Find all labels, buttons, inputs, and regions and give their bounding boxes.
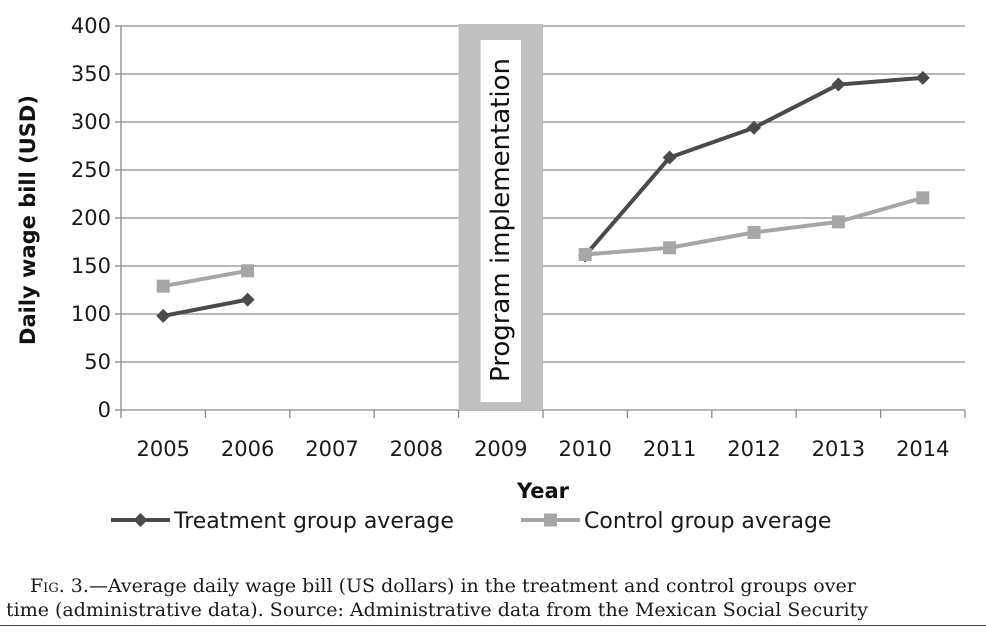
- legend-treatment-marker: [133, 513, 148, 527]
- y-tick-label: 0: [98, 398, 111, 422]
- treatment-point: [915, 70, 930, 85]
- x-tick-label: 2007: [305, 437, 358, 461]
- program-implementation-annotation: Program implementation: [458, 24, 543, 410]
- control-point: [663, 241, 677, 255]
- y-tick-label: 100: [71, 302, 111, 326]
- caption-label: Fig. 3.: [30, 575, 89, 597]
- x-tick-label: 2006: [221, 437, 274, 461]
- legend-control-label: Control group average: [584, 509, 831, 534]
- y-tick-label: 200: [71, 206, 111, 230]
- y-tick-label: 350: [71, 62, 111, 86]
- annotation-label: Program implementation: [486, 58, 516, 382]
- x-axis-title: Year: [516, 479, 570, 503]
- control-series-line: [162, 268, 248, 289]
- treatment-point: [831, 77, 846, 92]
- figure-caption: Fig. 3.—Average daily wage bill (US doll…: [6, 574, 976, 622]
- x-tick-label: 2005: [136, 437, 189, 461]
- x-tick-label: 2009: [474, 437, 527, 461]
- x-tick-label: 2008: [390, 437, 443, 461]
- legend-control-marker: [544, 513, 557, 527]
- legend: Treatment group average Control group ave…: [111, 509, 831, 534]
- treatment-point: [156, 308, 171, 323]
- x-tick-label: 2012: [727, 437, 780, 461]
- series-markers: [156, 70, 930, 323]
- control-point: [241, 264, 255, 278]
- caption-line-1: —Average daily wage bill (US dollars) in…: [88, 575, 856, 597]
- x-tick-label: 2013: [812, 437, 865, 461]
- y-tick-label: 250: [71, 158, 111, 182]
- x-tick-label: 2011: [643, 437, 696, 461]
- treatment-series-line: [162, 297, 248, 318]
- caption-rule: [0, 625, 986, 626]
- y-tick-label: 300: [71, 110, 111, 134]
- annotation-inner: [480, 40, 521, 402]
- control-point: [578, 247, 592, 261]
- y-tick-label: 400: [71, 14, 111, 38]
- control-point: [916, 191, 930, 205]
- control-point: [156, 279, 170, 293]
- y-tick-label: 150: [71, 254, 111, 278]
- caption-line-2: time (administrative data). Source: Admi…: [6, 599, 868, 621]
- treatment-point: [662, 150, 677, 165]
- y-axis-ticks: 0 50 100 150 200 250 300 350 400: [71, 14, 121, 422]
- x-tick-label: 2014: [896, 437, 949, 461]
- control-point: [831, 215, 845, 229]
- treatment-point: [240, 292, 255, 307]
- control-point: [747, 225, 761, 239]
- x-axis-ticks: 2005 2006 2007 2008 2009 2010 2011 2012 2013 2014: [120, 410, 966, 461]
- x-tick-label: 2010: [558, 437, 611, 461]
- y-tick-label: 50: [84, 350, 111, 374]
- legend-treatment-label: Treatment group average: [173, 509, 454, 534]
- treatment-point: [747, 120, 761, 135]
- y-axis-title: Daily wage bill (USD): [16, 95, 40, 345]
